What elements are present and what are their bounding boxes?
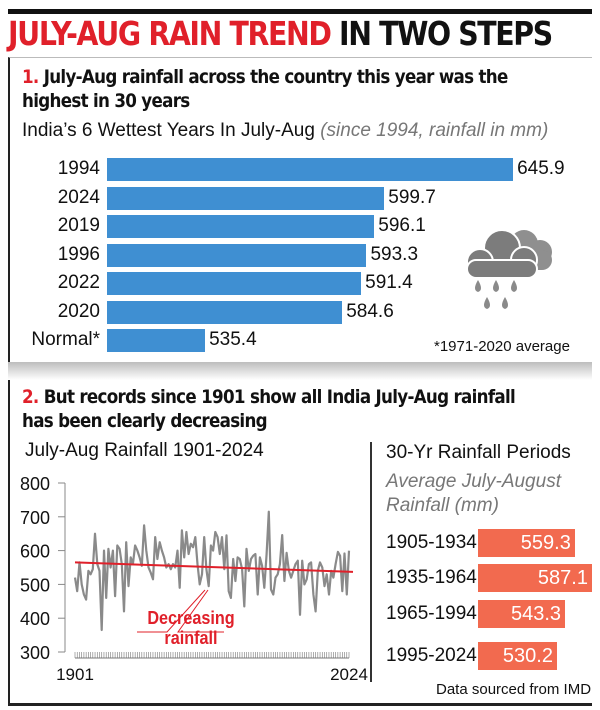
y-tick-label: 300 (20, 643, 50, 663)
bar-label: Normal* (31, 329, 100, 350)
section-1-heading-2: highest in 30 years (22, 90, 190, 112)
bar-value: 535.4 (209, 329, 257, 350)
section-1-heading: 1. July-Aug rainfall across the country … (22, 65, 508, 89)
bar-label: 1996 (57, 243, 100, 265)
chart-1-title: India’s 6 Wettest Years In July-Aug (sin… (22, 120, 548, 142)
period-label: 1935-1964 (386, 567, 477, 588)
bar-value: 599.7 (388, 186, 436, 208)
periods-subtitle: Average July-August Rainfall (mm) (386, 470, 561, 518)
trend-line (74, 561, 354, 573)
period-label: 1905-1934 (386, 532, 477, 553)
y-tick-label: 800 (20, 474, 50, 494)
period-bar: 587.1 (478, 564, 592, 592)
subtitle-line: Average July-August (386, 471, 561, 492)
period-bar: 543.3 (478, 600, 566, 628)
column-divider (370, 442, 372, 682)
y-tick-label: 400 (20, 609, 50, 629)
bar-value: 645.9 (517, 158, 565, 179)
bar (107, 272, 362, 295)
section-2-heading: 2. But records since 1901 show all India… (22, 385, 516, 409)
annotation-leader (177, 589, 224, 633)
bar (107, 158, 514, 181)
footnote: *1971-2020 average (434, 338, 570, 355)
section-2-border (8, 380, 10, 705)
bar-label: 2022 (57, 272, 100, 293)
period-label: 1965-1994 (386, 603, 477, 624)
y-tick-label: 600 (20, 542, 50, 562)
periods-title: 30-Yr Rainfall Periods (386, 442, 571, 463)
bottom-rule (8, 703, 592, 706)
title-black: IN TWO STEPS (339, 14, 553, 53)
subtitle-line: Rainfall (mm) (386, 495, 499, 516)
title-red: JULY-AUG RAIN TREND (8, 14, 332, 53)
section-number: 2. (22, 386, 39, 408)
bar (107, 243, 367, 267)
page-title: JULY-AUG RAIN TREND IN TWO STEPS (8, 14, 553, 53)
annotation-leader (137, 589, 206, 633)
top-rule (8, 9, 592, 14)
section-1 (8, 57, 592, 365)
y-tick-label: 700 (20, 508, 50, 528)
y-tick-label: 500 (20, 575, 50, 595)
heading-line: But records since 1901 show all India Ju… (43, 386, 516, 408)
rainfall-line-chart: 800 700 600 500 400 300 1901 2024 (20, 474, 368, 684)
rain-cloud-icon (466, 229, 552, 309)
bar (107, 300, 343, 324)
chart-subtitle: (since 1994, rainfall in mm) (320, 120, 549, 141)
bar (107, 186, 385, 210)
bar-value: 596.1 (378, 215, 426, 236)
bar-value: 593.3 (370, 243, 419, 265)
bar (107, 329, 206, 352)
bar-value: 591.4 (365, 272, 413, 293)
heading-line: July-Aug rainfall across the country thi… (43, 66, 509, 88)
section-2-heading-2: has been clearly decreasing (22, 410, 268, 432)
annotation-line: Decreasing (147, 608, 235, 628)
line-chart-title: July-Aug Rainfall 1901-2024 (25, 440, 264, 461)
period-bar: 530.2 (478, 642, 557, 670)
data-source: Data sourced from IMD (436, 681, 592, 698)
section-separator (8, 362, 592, 380)
annotation-line: rainfall (164, 628, 218, 648)
section-number: 1. (22, 66, 39, 88)
trend-annotation: Decreasing rainfall (142, 608, 241, 648)
x-tick-label: 2024 (330, 665, 368, 684)
period-label: 1995-2024 (386, 645, 477, 666)
bar-value: 584.6 (346, 300, 394, 322)
x-tick-label: 1901 (56, 665, 94, 684)
rainfall-series-line (73, 510, 351, 632)
period-bar: 559.3 (478, 529, 575, 557)
bar-label: 2020 (57, 300, 100, 322)
bar-label: 2019 (57, 215, 100, 236)
bar-label: 2024 (57, 186, 100, 208)
bar (107, 215, 375, 238)
bar-label: 1994 (57, 158, 100, 179)
chart-title: India’s 6 Wettest Years In July-Aug (22, 120, 315, 141)
